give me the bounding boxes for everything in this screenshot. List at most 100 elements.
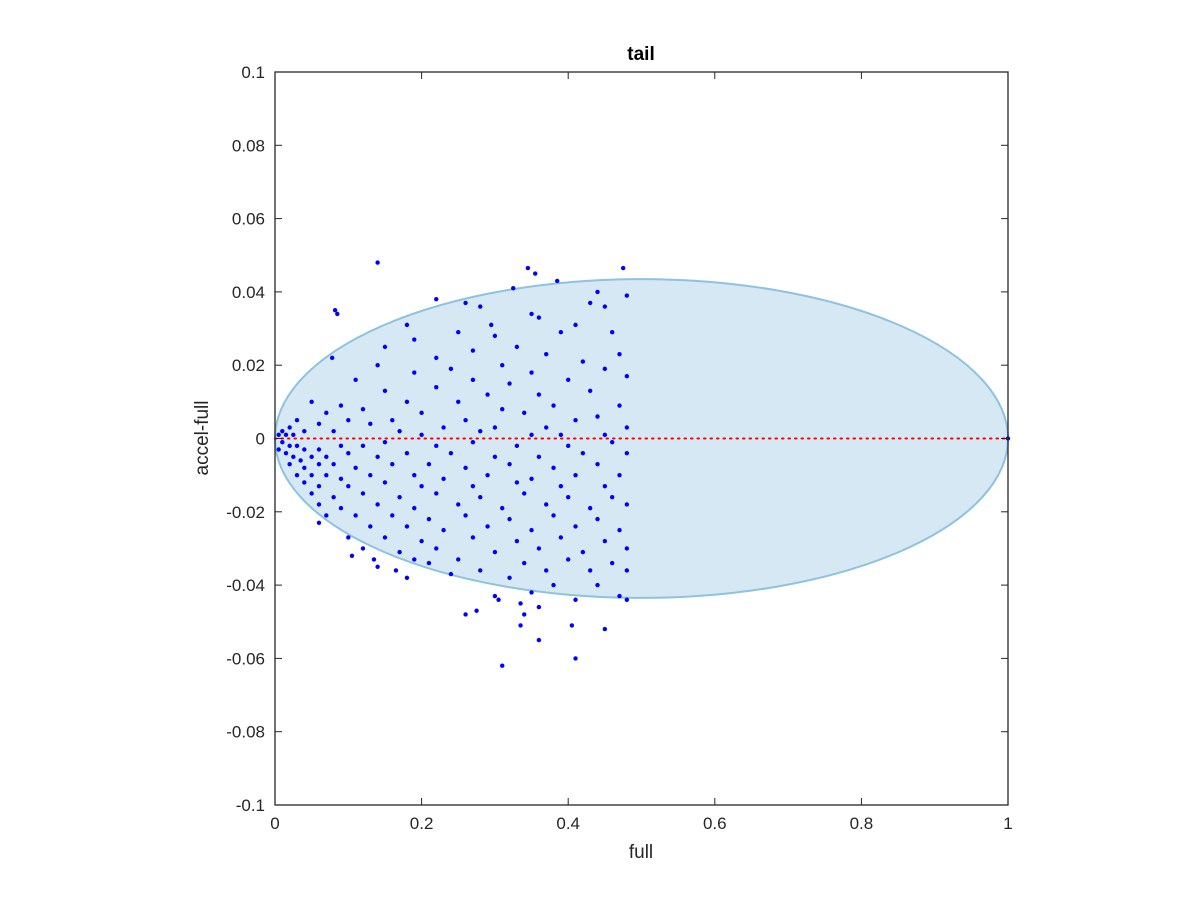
data-point <box>624 450 630 456</box>
data-point <box>382 480 388 485</box>
data-point <box>353 465 358 471</box>
data-point <box>397 494 402 500</box>
data-point <box>602 366 608 372</box>
data-point <box>441 476 446 482</box>
data-point <box>602 538 608 544</box>
data-point <box>324 472 329 478</box>
data-point <box>353 377 358 383</box>
data-point <box>587 568 593 573</box>
data-point <box>338 505 344 511</box>
data-point <box>544 425 549 430</box>
data-point <box>544 502 549 507</box>
data-point <box>412 337 417 342</box>
data-point <box>558 483 564 489</box>
data-point <box>404 322 410 328</box>
data-point <box>536 546 542 551</box>
data-point <box>522 560 527 566</box>
data-point <box>280 428 285 434</box>
data-point <box>602 626 608 632</box>
data-point <box>287 425 292 430</box>
data-point <box>522 612 527 617</box>
data-point <box>470 439 476 445</box>
data-point <box>331 428 336 434</box>
data-point <box>558 432 564 438</box>
data-point <box>353 513 358 518</box>
data-point <box>404 450 410 456</box>
data-point <box>573 656 578 661</box>
data-point <box>551 465 556 471</box>
data-point <box>617 403 622 408</box>
data-point <box>587 388 593 394</box>
data-point <box>551 582 556 588</box>
data-point <box>463 417 468 423</box>
data-point <box>518 623 523 628</box>
data-point <box>536 604 542 610</box>
data-point <box>492 549 498 555</box>
data-point <box>470 483 476 489</box>
data-point <box>397 549 402 555</box>
data-point <box>624 597 630 602</box>
data-point <box>360 491 366 496</box>
data-point <box>624 293 630 298</box>
data-point <box>624 373 630 379</box>
data-point <box>382 439 388 445</box>
data-point <box>434 443 439 449</box>
data-point <box>566 443 571 449</box>
data-point <box>434 355 439 361</box>
data-point <box>287 443 292 449</box>
data-point <box>536 392 542 397</box>
chart-title: tail <box>627 44 654 65</box>
data-point <box>448 366 454 372</box>
data-point <box>551 513 556 518</box>
y-tick-label: 0.06 <box>232 210 265 229</box>
data-point <box>412 505 417 511</box>
data-point <box>609 439 615 445</box>
data-point <box>375 502 380 507</box>
data-point <box>298 458 303 463</box>
y-tick-label: -0.02 <box>226 503 265 522</box>
data-point <box>587 300 593 306</box>
x-tick-label: 1 <box>1003 814 1012 833</box>
data-point <box>573 417 578 423</box>
data-point <box>544 568 549 573</box>
data-point <box>390 461 395 467</box>
data-point <box>529 527 534 533</box>
data-point <box>470 377 476 383</box>
data-point <box>371 557 377 562</box>
data-point <box>580 450 586 456</box>
data-point <box>419 538 424 544</box>
data-point <box>624 425 630 430</box>
data-point <box>529 590 534 595</box>
data-point <box>412 557 417 562</box>
data-point <box>595 461 600 467</box>
data-point <box>441 527 446 533</box>
data-point <box>309 454 314 460</box>
data-point <box>624 502 630 507</box>
x-tick-label: 0 <box>270 814 279 833</box>
data-point <box>463 513 468 518</box>
data-point <box>478 428 483 434</box>
data-point <box>331 461 336 467</box>
data-point <box>316 461 322 467</box>
data-point <box>316 502 322 507</box>
data-point <box>338 403 344 408</box>
data-point <box>463 465 468 471</box>
data-point <box>595 289 600 295</box>
y-tick-label: 0.02 <box>232 356 265 375</box>
data-point <box>393 568 399 573</box>
data-point <box>624 568 630 573</box>
data-point <box>287 461 292 467</box>
data-point <box>525 265 531 271</box>
data-point <box>573 472 578 478</box>
data-point <box>309 472 314 478</box>
data-point <box>566 557 571 562</box>
data-point <box>485 472 490 478</box>
data-point <box>463 612 468 617</box>
data-point <box>456 330 461 335</box>
data-point <box>573 322 578 328</box>
data-point <box>434 491 439 496</box>
data-point <box>470 535 476 540</box>
y-axis-label: accel-full <box>192 401 213 476</box>
data-point <box>283 450 289 456</box>
data-point <box>566 377 571 383</box>
